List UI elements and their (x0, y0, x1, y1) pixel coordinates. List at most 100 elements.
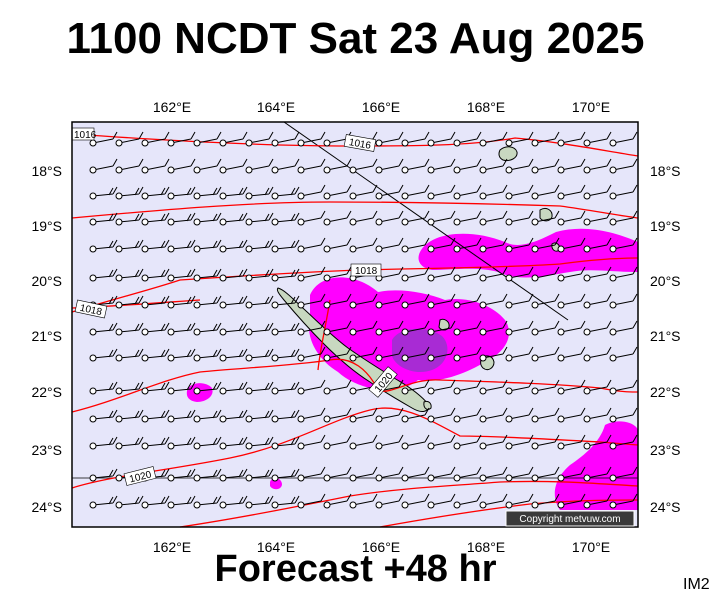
wind-station-marker (583, 354, 591, 362)
wind-station-marker (375, 192, 383, 200)
wind-station-marker (219, 501, 227, 509)
corner-label: IM2 (683, 576, 710, 593)
wind-station-marker (271, 139, 279, 147)
wind-station-marker (401, 387, 409, 395)
wind-station-marker (89, 245, 97, 253)
wind-station-marker (531, 474, 539, 482)
wind-station-marker (219, 218, 227, 226)
wind-station-marker (453, 139, 461, 147)
wind-station-marker (583, 245, 591, 253)
wind-station-marker (297, 274, 305, 282)
lon-label-170-top: 170°E (572, 99, 610, 115)
wind-station-marker (297, 387, 305, 395)
island-east (539, 207, 553, 222)
wind-station-marker (349, 474, 357, 482)
wind-station-marker (193, 442, 201, 450)
wind-station-marker (245, 354, 253, 362)
wind-station-marker (141, 274, 149, 282)
wind-station-marker (505, 501, 513, 509)
wind-station-marker (115, 328, 123, 336)
wind-station-marker (271, 442, 279, 450)
wind-station-marker (323, 139, 331, 147)
wind-station-marker (609, 354, 617, 362)
wind-station-marker (349, 387, 357, 395)
wind-station-marker (323, 245, 331, 253)
wind-station-marker (349, 218, 357, 226)
wind-station-marker (427, 192, 435, 200)
wind-station-marker (323, 387, 331, 395)
wind-station-marker (505, 274, 513, 282)
wind-station-marker (479, 139, 487, 147)
wind-station-marker (557, 328, 565, 336)
wind-station-marker (297, 301, 305, 309)
wind-station-marker (193, 328, 201, 336)
wind-station-marker (219, 474, 227, 482)
wind-station-marker (583, 166, 591, 174)
isobar-bottom (179, 480, 639, 528)
lat-label-20-left: 20°S (31, 273, 62, 289)
wind-station-marker (193, 501, 201, 509)
wind-station-marker (453, 192, 461, 200)
wind-station-marker (297, 245, 305, 253)
wind-station-marker (219, 166, 227, 174)
wind-station-marker (401, 274, 409, 282)
wind-station-marker (89, 166, 97, 174)
wind-station-marker (401, 301, 409, 309)
wind-station-marker (245, 387, 253, 395)
wind-station-marker (375, 415, 383, 423)
wind-station-marker (609, 274, 617, 282)
wind-station-marker (115, 301, 123, 309)
wind-station-marker (349, 415, 357, 423)
wind-station-marker (479, 442, 487, 450)
wind-station-marker (167, 218, 175, 226)
wind-station-marker (141, 218, 149, 226)
wind-station-marker (479, 301, 487, 309)
wind-station-marker (349, 354, 357, 362)
wind-station-marker (583, 139, 591, 147)
wind-station-marker (323, 415, 331, 423)
wind-station-marker (427, 501, 435, 509)
wind-station-marker (401, 328, 409, 336)
lon-label-162-top: 162°E (153, 99, 191, 115)
wind-station-marker (297, 415, 305, 423)
lat-label-24-left: 24°S (31, 499, 62, 515)
wind-station-marker (115, 274, 123, 282)
wind-station-marker (479, 328, 487, 336)
lat-label-18-left: 18°S (31, 163, 62, 179)
wind-station-marker (141, 245, 149, 253)
wind-station-marker (531, 245, 539, 253)
wind-station-marker (323, 328, 331, 336)
wind-station-marker (453, 218, 461, 226)
wind-station-marker (505, 166, 513, 174)
wind-station-marker (115, 166, 123, 174)
wind-station-marker (115, 245, 123, 253)
wind-station-marker (115, 442, 123, 450)
lon-label-164-bottom: 164°E (257, 539, 295, 555)
wind-station-marker (245, 474, 253, 482)
wind-station-marker (271, 301, 279, 309)
forecast-label: Forecast +48 hr (214, 548, 497, 590)
lon-label-164-top: 164°E (257, 99, 295, 115)
wind-station-marker (323, 354, 331, 362)
lat-label-21-right: 21°S (650, 328, 681, 344)
wind-station-marker (401, 474, 409, 482)
wind-station-marker (583, 474, 591, 482)
wind-station-marker (167, 442, 175, 450)
lon-label-168-bottom: 168°E (467, 539, 505, 555)
wind-station-marker (531, 274, 539, 282)
wind-station-marker (557, 301, 565, 309)
wind-station-marker (375, 501, 383, 509)
wind-station-marker (89, 387, 97, 395)
wind-station-marker (245, 166, 253, 174)
wind-station-marker (219, 139, 227, 147)
wind-station-marker (245, 501, 253, 509)
wind-station-marker (375, 354, 383, 362)
wind-station-marker (323, 442, 331, 450)
wind-station-marker (167, 301, 175, 309)
copyright-box (505, 510, 635, 527)
wind-station-marker (427, 387, 435, 395)
wind-station-marker (193, 474, 201, 482)
wind-station-marker (245, 442, 253, 450)
wind-station-marker (427, 218, 435, 226)
wind-station-marker (245, 218, 253, 226)
